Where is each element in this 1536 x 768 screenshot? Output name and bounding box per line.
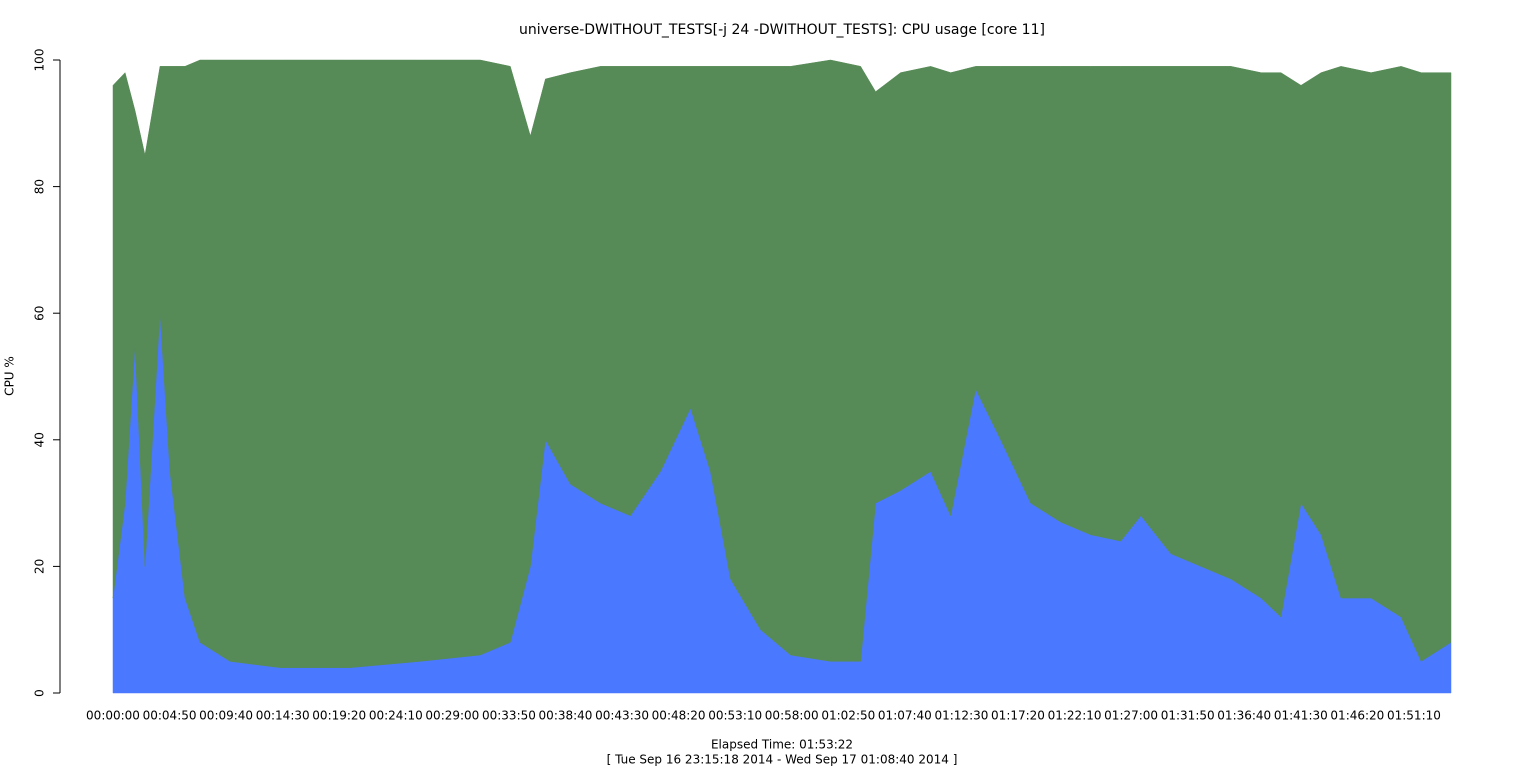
x-tick-label: 00:58:00 [765,709,819,723]
x-tick-label: 00:29:00 [425,709,479,723]
chart-title: universe-DWITHOUT_TESTS[-j 24 -DWITHOUT_… [519,22,1045,38]
y-axis-label: CPU % [3,356,17,396]
x-tick-label: 00:24:10 [369,709,423,723]
x-tick-label: 01:07:40 [878,709,932,723]
x-tick-label: 00:04:50 [143,709,197,723]
subtitle: [ Tue Sep 16 23:15:18 2014 - Wed Sep 17 … [607,753,958,767]
y-tick-label: 60 [33,306,47,321]
x-tick-label: 01:17:20 [991,709,1045,723]
y-tick-label: 40 [33,432,47,447]
x-tick-label: 00:33:50 [482,709,536,723]
x-tick-label: 00:00:00 [86,709,140,723]
x-tick-label: 01:12:30 [934,709,988,723]
x-tick-label: 00:48:20 [652,709,706,723]
x-tick-label: 01:51:10 [1387,709,1441,723]
x-tick-label: 00:43:30 [595,709,649,723]
x-tick-label: 01:27:00 [1104,709,1158,723]
x-tick-label: 01:41:30 [1274,709,1328,723]
x-tick-label: 01:22:10 [1048,709,1102,723]
x-tick-label: 00:09:40 [199,709,253,723]
y-tick-label: 100 [33,49,47,72]
area [112,59,1452,668]
y-tick-label: 80 [33,179,47,194]
x-tick-label: 00:38:40 [539,709,593,723]
x-tick-label: 01:02:50 [821,709,875,723]
y-tick-label: 20 [33,559,47,574]
y-tick-label: 0 [33,689,47,697]
x-axis-label: Elapsed Time: 01:53:22 [711,738,853,752]
x-tick-label: 01:36:40 [1217,709,1271,723]
x-tick-label: 00:14:30 [256,709,310,723]
x-tick-label: 00:19:20 [312,709,366,723]
x-tick-label: 01:31:50 [1161,709,1215,723]
x-tick-label: 01:46:20 [1330,709,1384,723]
x-tick-label: 00:53:10 [708,709,762,723]
